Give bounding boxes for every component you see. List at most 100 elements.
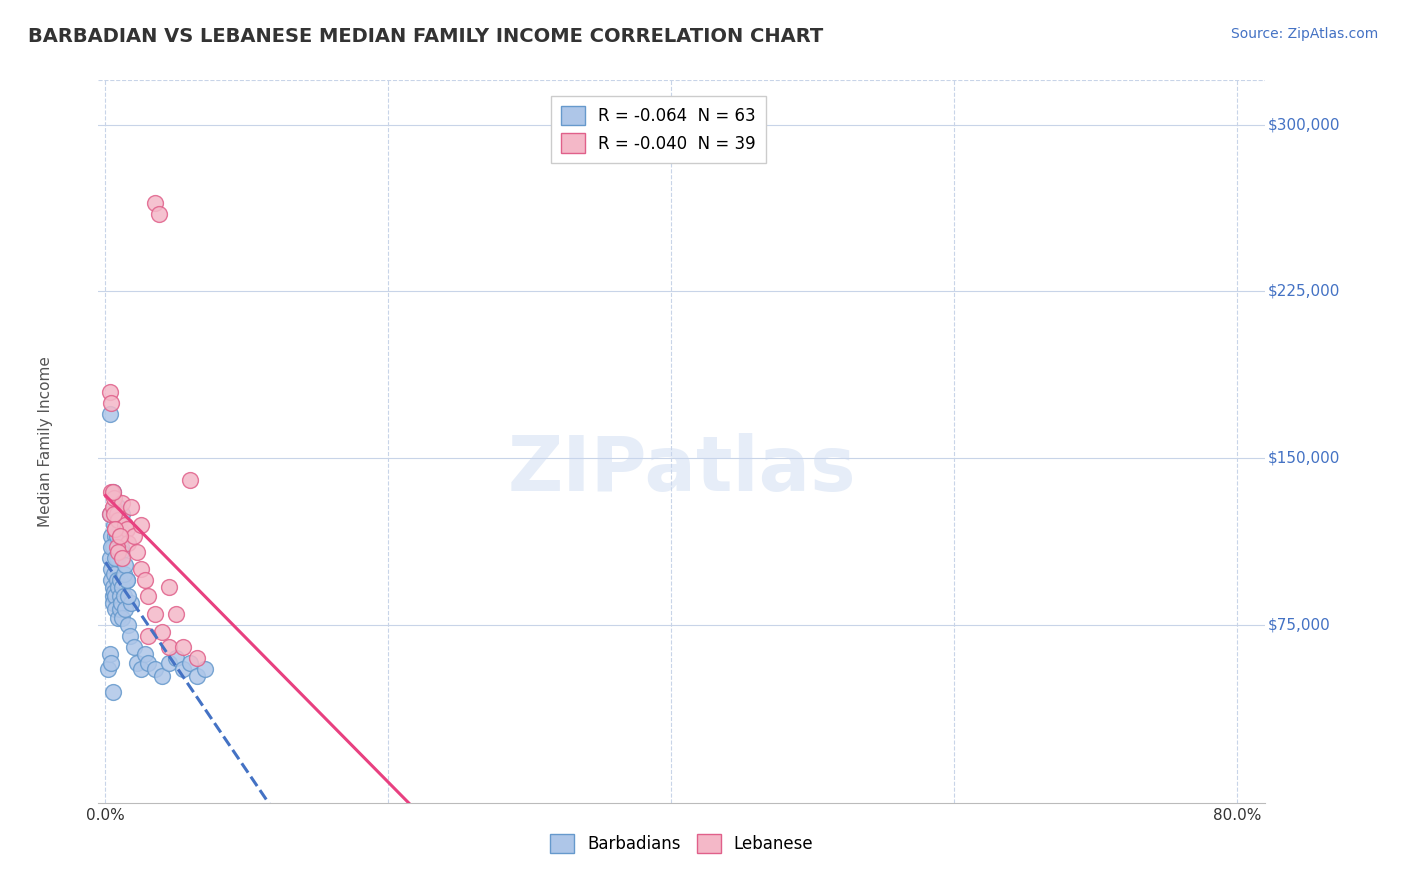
Point [136, 589, 159, 603]
Text: Median Family Income: Median Family Income [38, 356, 53, 527]
Point [111, 611, 134, 625]
Point [114, 558, 136, 572]
Legend: Barbadians, Lebanese: Barbadians, Lebanese [544, 827, 820, 860]
Text: $300,000: $300,000 [1268, 117, 1340, 132]
Point [104, 529, 127, 543]
Point [186, 651, 208, 665]
Point [117, 589, 139, 603]
Point [157, 656, 180, 670]
Point [111, 580, 134, 594]
Point [98, 507, 121, 521]
Point [179, 474, 201, 488]
Point [136, 629, 159, 643]
Point [118, 629, 141, 643]
Point [114, 602, 136, 616]
Point [143, 607, 166, 621]
Point [112, 566, 135, 581]
Point [100, 395, 122, 409]
Point [129, 517, 152, 532]
Point [150, 669, 173, 683]
Point [105, 540, 128, 554]
Point [101, 684, 124, 698]
Point [110, 540, 132, 554]
Point [114, 517, 136, 532]
Point [179, 656, 201, 670]
Point [122, 640, 145, 655]
Point [104, 522, 127, 536]
Point [115, 574, 138, 588]
Point [150, 624, 173, 639]
Point [100, 484, 122, 499]
Point [129, 562, 152, 576]
Point [103, 566, 125, 581]
Point [103, 517, 125, 532]
Point [100, 529, 122, 543]
Point [104, 551, 127, 566]
Point [105, 529, 128, 543]
Point [143, 662, 166, 676]
Point [107, 580, 129, 594]
Point [103, 507, 125, 521]
Point [110, 544, 132, 558]
Point [193, 662, 215, 676]
Point [98, 507, 121, 521]
Point [104, 589, 127, 603]
Point [122, 529, 145, 543]
Point [98, 647, 121, 661]
Point [101, 484, 124, 499]
Point [104, 602, 127, 616]
Point [157, 640, 180, 655]
Point [108, 602, 131, 616]
Point [100, 540, 122, 554]
Point [108, 529, 131, 543]
Text: $225,000: $225,000 [1268, 284, 1340, 299]
Point [117, 535, 139, 549]
Point [111, 496, 134, 510]
Point [172, 662, 194, 676]
Point [115, 522, 138, 536]
Point [105, 574, 128, 588]
Point [100, 574, 122, 588]
Point [108, 522, 131, 536]
Point [129, 662, 152, 676]
Point [115, 574, 138, 588]
Point [117, 618, 139, 632]
Point [134, 574, 156, 588]
Point [101, 484, 124, 499]
Text: $150,000: $150,000 [1268, 450, 1340, 466]
Text: BARBADIAN VS LEBANESE MEDIAN FAMILY INCOME CORRELATION CHART: BARBADIAN VS LEBANESE MEDIAN FAMILY INCO… [28, 27, 824, 45]
Point [103, 491, 125, 506]
Text: $75,000: $75,000 [1268, 617, 1330, 632]
Point [101, 589, 124, 603]
Point [165, 607, 187, 621]
Point [120, 596, 142, 610]
Point [103, 584, 125, 599]
Point [165, 651, 187, 665]
Point [100, 562, 122, 576]
Point [98, 551, 121, 566]
Point [148, 207, 170, 221]
Point [172, 640, 194, 655]
Point [98, 407, 121, 421]
Point [105, 507, 128, 521]
Point [136, 656, 159, 670]
Point [101, 500, 124, 515]
Point [101, 540, 124, 554]
Point [125, 656, 148, 670]
Point [110, 596, 132, 610]
Point [97, 662, 120, 676]
Point [107, 611, 129, 625]
Point [107, 513, 129, 527]
Point [104, 522, 127, 536]
Point [98, 384, 121, 399]
Text: Source: ZipAtlas.com: Source: ZipAtlas.com [1230, 27, 1378, 41]
Point [112, 589, 135, 603]
Point [111, 551, 134, 566]
Point [107, 500, 129, 515]
Point [111, 507, 134, 521]
Point [101, 596, 124, 610]
Point [143, 195, 166, 210]
Point [120, 500, 142, 515]
Point [125, 544, 148, 558]
Point [108, 589, 131, 603]
